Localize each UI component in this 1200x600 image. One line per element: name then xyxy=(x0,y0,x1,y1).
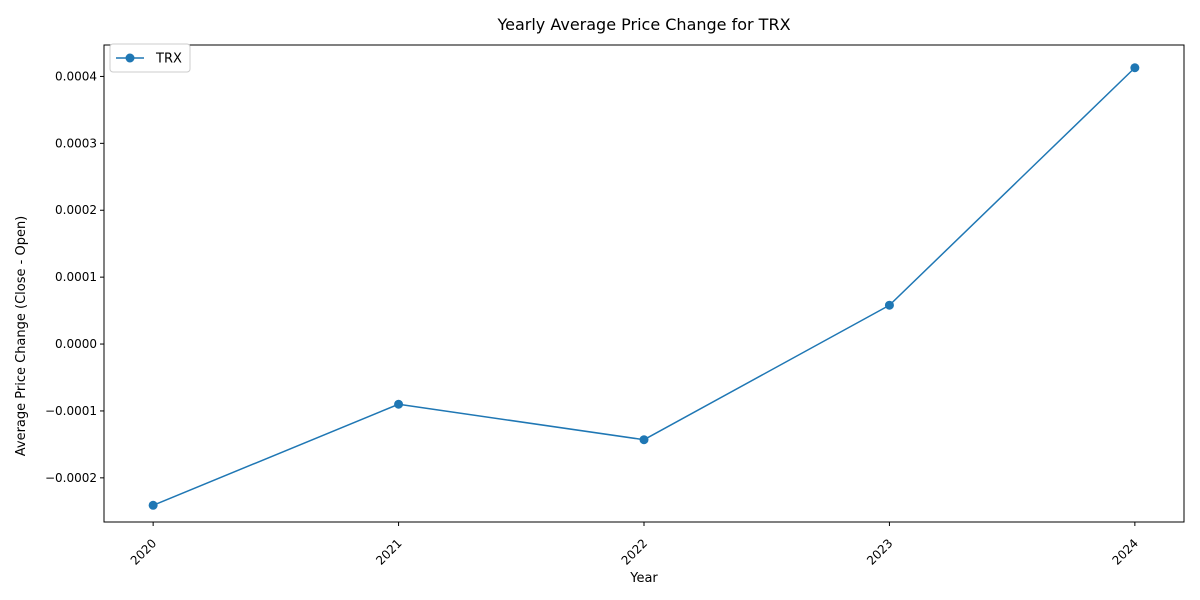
data-point xyxy=(639,435,649,445)
data-point xyxy=(394,399,404,409)
x-tick-label: 2022 xyxy=(619,536,650,567)
x-axis-label: Year xyxy=(629,571,658,586)
legend-frame xyxy=(109,43,191,73)
y-tick-label: 0.0002 xyxy=(55,203,97,217)
data-point xyxy=(884,300,894,310)
plot-area: −0.0002 −0.0001 0.0000 0.0001 0.0002 0.0003 0.… xyxy=(45,44,1185,568)
legend-label-trx: TRX xyxy=(155,52,182,67)
data-point xyxy=(148,500,158,510)
y-tick-label: 0.0000 xyxy=(55,337,97,351)
x-tick-label: 2021 xyxy=(373,536,404,567)
legend: TRX xyxy=(109,43,191,73)
legend-marker-swatch xyxy=(125,53,135,63)
x-tick-label: 2023 xyxy=(864,536,895,567)
x-tick-label: 2020 xyxy=(128,536,159,567)
y-tick-label: 0.0003 xyxy=(55,136,97,150)
plot-frame xyxy=(103,44,1185,523)
y-tick-label: −0.0001 xyxy=(45,404,97,418)
x-tick-label: 2024 xyxy=(1109,536,1140,567)
y-axis-label: Average Price Change (Close - Open) xyxy=(14,216,29,457)
y-tick-label: 0.0004 xyxy=(55,69,97,83)
data-point xyxy=(1130,63,1140,73)
y-tick-label: −0.0002 xyxy=(45,471,97,485)
chart-title: Yearly Average Price Change for TRX xyxy=(496,15,790,34)
y-tick-label: 0.0001 xyxy=(55,270,97,284)
